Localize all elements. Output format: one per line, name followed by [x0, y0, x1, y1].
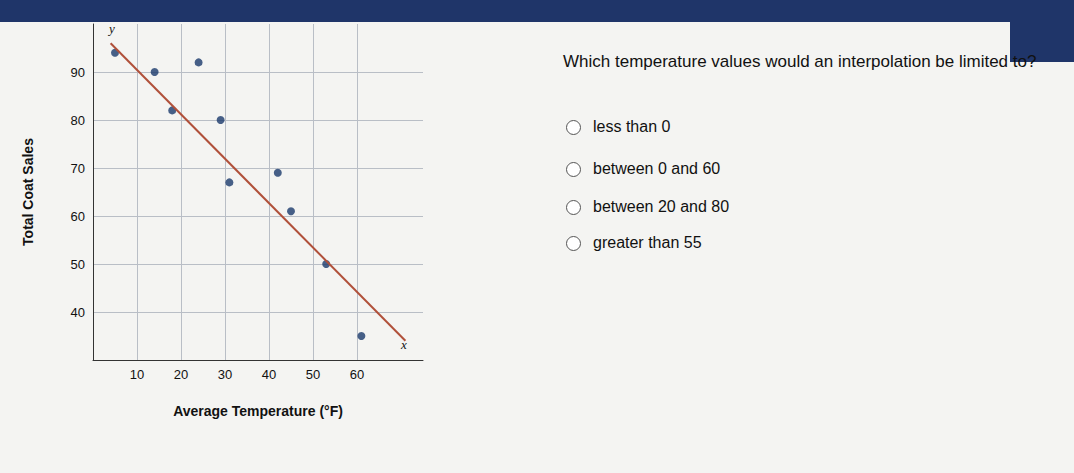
svg-text:20: 20	[174, 367, 188, 382]
svg-text:90: 90	[71, 65, 85, 80]
svg-text:Total Coat Sales: Total Coat Sales	[20, 138, 36, 246]
html-text:between 20 and 80: between 20 and 80	[593, 198, 730, 215]
html-text:Which temperature values would: Which temperature values would an interp…	[563, 52, 1037, 71]
svg-text:x: x	[401, 337, 407, 352]
svg-text:Average Temperature (°F): Average Temperature (°F)	[173, 403, 343, 419]
svg-text:40: 40	[262, 367, 276, 382]
svg-text:10: 10	[130, 367, 144, 382]
svg-text:80: 80	[71, 113, 85, 128]
svg-text:60: 60	[71, 209, 85, 224]
html-text:less than 0: less than 0	[593, 118, 671, 135]
svg-text:50: 50	[71, 257, 85, 272]
svg-text:y: y	[107, 21, 115, 36]
svg-text:40: 40	[71, 305, 85, 320]
html-text:between 0 and 60: between 0 and 60	[593, 160, 721, 177]
svg-text:60: 60	[350, 367, 364, 382]
svg-text:70: 70	[71, 161, 85, 176]
html-text:greater than 55: greater than 55	[593, 234, 702, 251]
svg-text:30: 30	[218, 367, 232, 382]
svg-text:50: 50	[306, 367, 320, 382]
